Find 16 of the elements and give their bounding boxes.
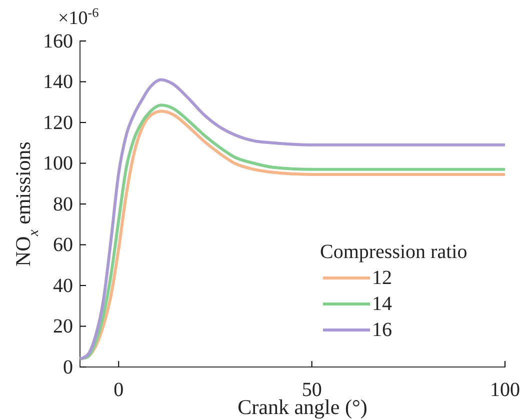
y-tick-label: 0 — [63, 356, 73, 378]
y-tick-label: 80 — [53, 193, 73, 216]
text: ×10$^{-6}$ — [58, 4, 100, 29]
y-tick-label: 60 — [53, 234, 73, 256]
y-tick-label: 160 — [43, 30, 73, 52]
legend-label: 14 — [372, 293, 392, 315]
y-tick-label: 20 — [53, 316, 73, 338]
x-tick-label: 100 — [490, 379, 520, 401]
x-tick-label: 0 — [114, 379, 124, 401]
y-tick-label: 100 — [43, 152, 73, 175]
legend-label: 16 — [372, 319, 392, 341]
legend-title: Compression ratio — [320, 241, 468, 263]
y-tick-label: 40 — [53, 274, 73, 297]
y-tick-label: 140 — [43, 71, 73, 94]
legend-label: 12 — [372, 267, 392, 289]
y-tick-label: 120 — [43, 112, 73, 134]
